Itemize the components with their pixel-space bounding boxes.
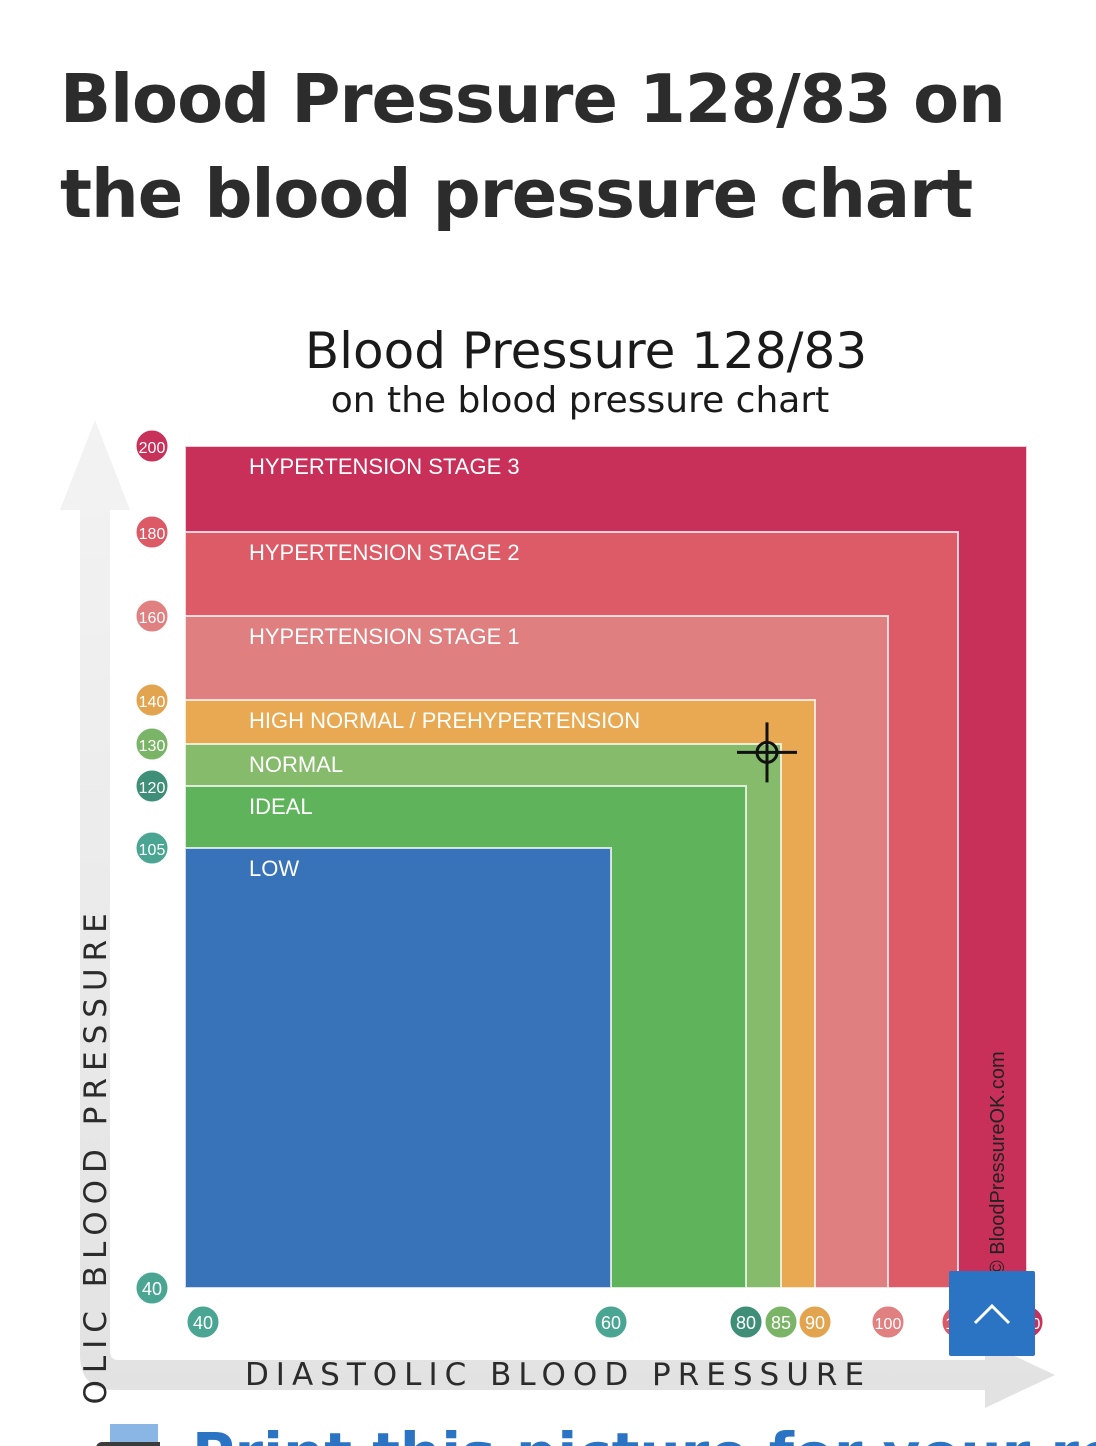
- y-tick-badge: [133, 1269, 171, 1307]
- y-axis-label: SYSTOLIC BLOOD PRESSURE: [78, 906, 114, 1410]
- blood-pressure-chart: Blood Pressure 128/83 on the blood press…: [60, 322, 1055, 1410]
- x-tick-badge: [796, 1303, 834, 1341]
- x-tick-badge: [592, 1303, 630, 1341]
- y-tick-label: 140: [139, 694, 166, 711]
- chart-subtitle: on the blood pressure chart: [331, 380, 830, 421]
- x-tick-badge: [869, 1303, 907, 1341]
- x-tick-badge: [184, 1303, 222, 1341]
- y-tick-badge: [133, 767, 171, 805]
- scroll-to-top-button[interactable]: [949, 1271, 1035, 1356]
- zone-label-high-normal-prehypertension: HIGH NORMAL / PREHYPERTENSION: [249, 708, 640, 733]
- marker-ring: [755, 740, 779, 764]
- y-tick-badge: [133, 427, 171, 465]
- zone-label-hypertension-stage-3: HYPERTENSION STAGE 3: [249, 454, 520, 479]
- printer-icon: [96, 1424, 160, 1446]
- y-tick-label: 200: [139, 440, 166, 457]
- chart-title: Blood Pressure 128/83: [305, 322, 867, 380]
- x-tick-label: 100: [875, 1316, 902, 1333]
- x-tick-label: 60: [601, 1313, 621, 1333]
- print-link-label: Print this picture for your records: [192, 1424, 1096, 1446]
- chevron-up-icon: [973, 1303, 1011, 1324]
- x-axis-label: DIASTOLIC BLOOD PRESSURE: [245, 1357, 871, 1393]
- y-tick-badge: [133, 725, 171, 763]
- y-tick-label: 105: [139, 842, 166, 859]
- y-tick-badge: [133, 513, 171, 551]
- y-tick-badge: [133, 597, 171, 635]
- zone-label-normal: NORMAL: [249, 752, 343, 777]
- y-tick-label: 130: [139, 738, 166, 755]
- zone-low: [184, 847, 612, 1289]
- y-tick-label: 40: [142, 1279, 162, 1299]
- x-tick-label: 85: [771, 1313, 791, 1333]
- watermark: © BloodPressureOK.com: [987, 1051, 1009, 1275]
- y-tick-label: 180: [139, 526, 166, 543]
- zone-label-low: LOW: [249, 856, 299, 881]
- x-tick-label: 40: [193, 1313, 213, 1333]
- zone-label-ideal: IDEAL: [249, 794, 313, 819]
- y-tick-badge: [133, 829, 171, 867]
- x-tick-label: 90: [805, 1313, 825, 1333]
- zone-label-hypertension-stage-2: HYPERTENSION STAGE 2: [249, 540, 520, 565]
- x-tick-label: 80: [736, 1313, 756, 1333]
- print-link[interactable]: Print this picture for your records: [96, 1420, 1096, 1446]
- reading-marker: [737, 722, 797, 783]
- zone-label-hypertension-stage-1: HYPERTENSION STAGE 1: [249, 624, 520, 649]
- y-tick-badge: [133, 681, 171, 719]
- y-tick-label: 120: [139, 780, 166, 797]
- y-tick-label: 160: [139, 610, 166, 627]
- page-title: Blood Pressure 128/83 on the blood press…: [60, 60, 1006, 233]
